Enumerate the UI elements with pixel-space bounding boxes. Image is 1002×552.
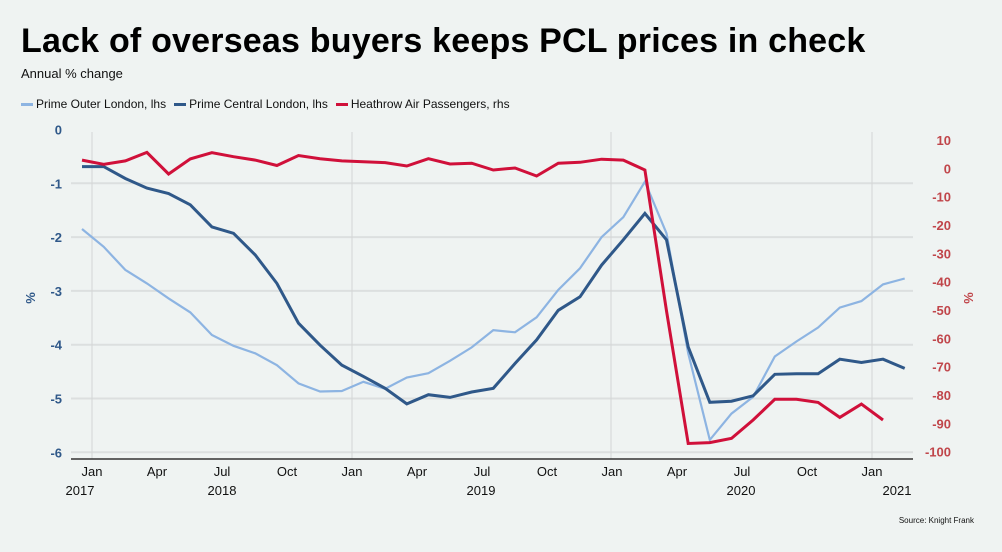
y-axis-title-left: % [23, 292, 38, 304]
chart-subtitle: Annual % change [21, 66, 123, 81]
legend-label-heathrow: Heathrow Air Passengers, rhs [350, 97, 510, 111]
x-tick-label: Apr [147, 464, 168, 479]
y-tick-label-right: -50 [932, 303, 951, 318]
legend-item-prime-central: Prime Central London, lhs [174, 97, 328, 111]
x-tick-label: Oct [537, 464, 558, 479]
y-tick-label-left: -6 [50, 445, 62, 460]
legend-swatch-prime-outer [21, 102, 33, 106]
y-tick-label-right: -40 [932, 275, 951, 290]
x-tick-label: Jul [214, 464, 231, 479]
y-tick-label-right: -10 [932, 190, 951, 205]
x-tick-label: Oct [797, 464, 818, 479]
y-tick-label-left: -2 [50, 230, 62, 245]
y-tick-label-right: -20 [932, 218, 951, 233]
x-tick-label: Jan [342, 464, 363, 479]
x-tick-label: Oct [277, 464, 298, 479]
y-tick-label-right: -30 [932, 246, 951, 261]
x-tick-label: Jan [602, 464, 623, 479]
series-line-prime-outer [81, 179, 905, 443]
y-tick-label-left: -4 [50, 338, 62, 353]
legend-swatch-heathrow [335, 102, 348, 106]
y-tick-label-right: -80 [932, 388, 951, 403]
x-year-label: 2019 [467, 483, 496, 498]
x-tick-label: Apr [407, 464, 428, 479]
legend-label-prime-outer: Prime Outer London, lhs [36, 97, 167, 111]
y-tick-label-right: -70 [932, 360, 951, 375]
x-tick-label: Jul [474, 464, 491, 479]
chart-title: Lack of overseas buyers keeps PCL prices… [21, 22, 866, 60]
source-note: Source: Knight Frank [898, 516, 974, 525]
series-line-prime-central [82, 165, 906, 406]
legend-swatch-prime-central [174, 102, 187, 106]
x-year-label: 2018 [208, 483, 237, 498]
x-tick-label: Apr [667, 464, 688, 479]
y-tick-label-left: -1 [50, 176, 62, 191]
y-axis-title-right: % [961, 292, 976, 304]
y-tick-label-right: -60 [932, 331, 951, 346]
x-tick-label: Jul [734, 464, 751, 479]
legend-label-prime-central: Prime Central London, lhs [189, 97, 328, 111]
y-tick-label-right: -100 [925, 445, 951, 460]
y-tick-label-left: -3 [50, 284, 62, 299]
legend-item-heathrow: Heathrow Air Passengers, rhs [335, 97, 510, 111]
y-tick-label-right: -90 [932, 416, 951, 431]
legend-item-prime-outer: Prime Outer London, lhs [21, 97, 166, 111]
x-tick-label: Jan [862, 464, 883, 479]
x-year-label: 2021 [883, 483, 912, 498]
y-tick-label-right: 10 [937, 133, 951, 148]
y-tick-label-left: 0 [55, 123, 62, 138]
x-year-label: 2020 [727, 483, 756, 498]
y-tick-label-right: 0 [944, 161, 951, 176]
x-tick-label: Jan [82, 464, 103, 479]
series-line-heathrow [81, 150, 884, 446]
x-year-label: 2017 [66, 483, 95, 498]
legend: Prime Outer London, lhs Prime Central Lo… [21, 97, 510, 111]
y-tick-label-left: -5 [50, 392, 62, 407]
